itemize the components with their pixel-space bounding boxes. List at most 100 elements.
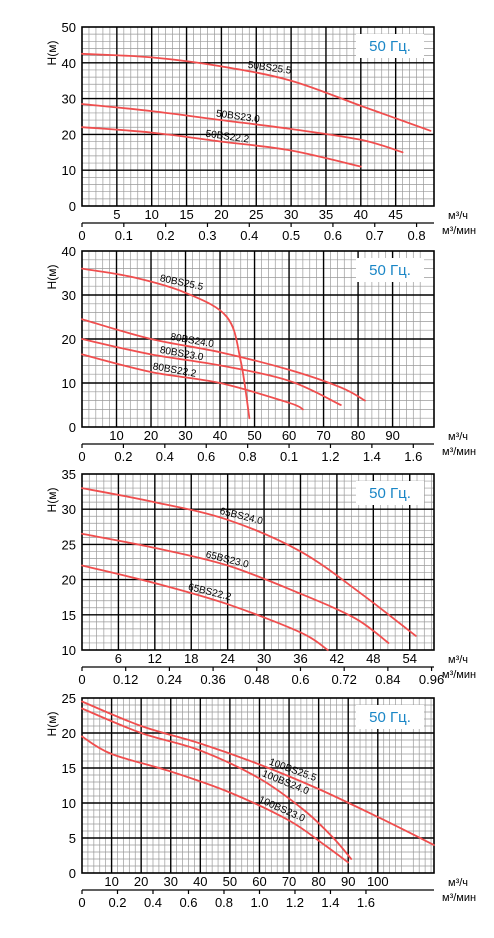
y-tick-label: 0	[69, 866, 76, 881]
x2-tick-label: 1.2	[321, 449, 339, 464]
x2-tick-label: 0.12	[113, 672, 138, 687]
frequency-label: 50 Гц.	[369, 38, 411, 55]
x-unit-label: м³/ч	[448, 654, 468, 666]
x2-tick-label: 0.4	[144, 895, 162, 910]
y-tick-label: 40	[62, 56, 76, 71]
x2-tick-label: 0.48	[244, 672, 269, 687]
curve-label: 65BS22.2	[187, 582, 233, 603]
frequency-box	[356, 705, 424, 729]
curve-50BS23.0	[81, 103, 404, 154]
x-tick-label: 12	[148, 651, 162, 666]
x-tick-label: 30	[178, 428, 192, 443]
x-tick-label: 18	[184, 651, 198, 666]
x2-tick-label: 0.1	[115, 228, 133, 243]
x-unit-label: м³/ч	[448, 877, 468, 889]
x-tick-label: 70	[282, 874, 296, 889]
x2-tick-label: 0.2	[157, 228, 175, 243]
curve-80BS24.0	[81, 318, 366, 402]
x-tick-label: 90	[341, 874, 355, 889]
curve-label: 80BS22.2	[152, 361, 198, 380]
curve-50BS22.2	[81, 126, 362, 168]
chart-panel-4: 100BS25.5100BS24.0100BS23.00510152025H(м…	[45, 691, 476, 910]
curve-80BS23.0	[81, 338, 342, 406]
x-tick-label: 70	[316, 428, 330, 443]
x2-tick-label: 0.4	[156, 449, 174, 464]
x2-tick-label: 0.96	[419, 672, 444, 687]
y-tick-label: 20	[62, 332, 76, 347]
plot-frame	[81, 26, 435, 207]
y-tick-label: 0	[69, 199, 76, 214]
x2-tick-label: 0.36	[200, 672, 225, 687]
curve-100BS23.0	[81, 735, 350, 864]
x-tick-label: 50	[223, 874, 237, 889]
x2-unit-label: м³/мин	[442, 446, 476, 458]
x-tick-label: 90	[385, 428, 399, 443]
x2-tick-label: 0.2	[114, 449, 132, 464]
x-tick-label: 6	[115, 651, 122, 666]
x-tick-label: 80	[351, 428, 365, 443]
curve-50BS25.5	[81, 52, 432, 132]
x-tick-label: 30	[257, 651, 271, 666]
curve-100BS24.0	[81, 707, 353, 860]
y-tick-label: 15	[62, 761, 76, 776]
chart-panel-2: 80BS25.580BS24.080BS23.080BS22.201020304…	[45, 244, 476, 464]
y-tick-label: 30	[62, 92, 76, 107]
x2-tick-label: 1.2	[286, 895, 304, 910]
x2-tick-label: 0.5	[282, 228, 300, 243]
x-tick-label: 45	[388, 207, 402, 222]
x2-unit-label: м³/мин	[442, 669, 476, 681]
x2-tick-label: 1.4	[321, 895, 339, 910]
x-tick-label: 54	[402, 651, 416, 666]
plot-frame	[81, 473, 435, 651]
x-tick-label: 20	[134, 874, 148, 889]
x2-tick-label: 0	[78, 228, 85, 243]
frequency-box	[356, 481, 424, 505]
x2-tick-label: 0.7	[366, 228, 384, 243]
x-tick-label: 10	[104, 874, 118, 889]
x-tick-label: 50	[247, 428, 261, 443]
frequency-label: 50 Гц.	[369, 485, 411, 502]
frequency-box	[356, 34, 424, 58]
x-tick-label: 60	[252, 874, 266, 889]
x2-tick-label: 0	[78, 895, 85, 910]
x-tick-label: 24	[220, 651, 234, 666]
y-tick-label: 10	[62, 643, 76, 658]
x-tick-label: 48	[366, 651, 380, 666]
x2-tick-label: 0.1	[280, 449, 298, 464]
x2-unit-label: м³/мин	[442, 225, 476, 237]
x-tick-label: 20	[214, 207, 228, 222]
y-axis-label: H(м)	[45, 488, 59, 513]
x-tick-label: 25	[249, 207, 263, 222]
x2-tick-label: 0	[78, 449, 85, 464]
x2-tick-label: 0	[78, 672, 85, 687]
y-tick-label: 10	[62, 376, 76, 391]
y-tick-label: 25	[62, 537, 76, 552]
x-tick-label: 40	[213, 428, 227, 443]
x2-tick-label: 1.6	[357, 895, 375, 910]
x2-tick-label: 0.6	[179, 895, 197, 910]
curve-65BS23.0	[81, 532, 390, 644]
curve-label: 80BS25.5	[159, 273, 205, 293]
x-tick-label: 30	[164, 874, 178, 889]
x-unit-label: м³/ч	[448, 210, 468, 222]
x-tick-label: 10	[109, 428, 123, 443]
x-tick-label: 30	[284, 207, 298, 222]
x2-tick-label: 0.4	[240, 228, 258, 243]
x2-tick-label: 0.24	[157, 672, 182, 687]
x-tick-label: 10	[144, 207, 158, 222]
x2-tick-label: 0.8	[408, 228, 426, 243]
y-tick-label: 20	[62, 726, 76, 741]
y-axis-label: H(м)	[45, 712, 59, 737]
x2-tick-label: 1.4	[363, 449, 381, 464]
x-tick-label: 5	[113, 207, 120, 222]
y-tick-label: 30	[62, 288, 76, 303]
x2-tick-label: 0.6	[197, 449, 215, 464]
x-tick-label: 100	[367, 874, 389, 889]
curve-65BS22.2	[81, 564, 329, 651]
frequency-label: 50 Гц.	[369, 709, 411, 726]
x-tick-label: 42	[330, 651, 344, 666]
y-tick-label: 10	[62, 163, 76, 178]
y-tick-label: 35	[62, 467, 76, 482]
